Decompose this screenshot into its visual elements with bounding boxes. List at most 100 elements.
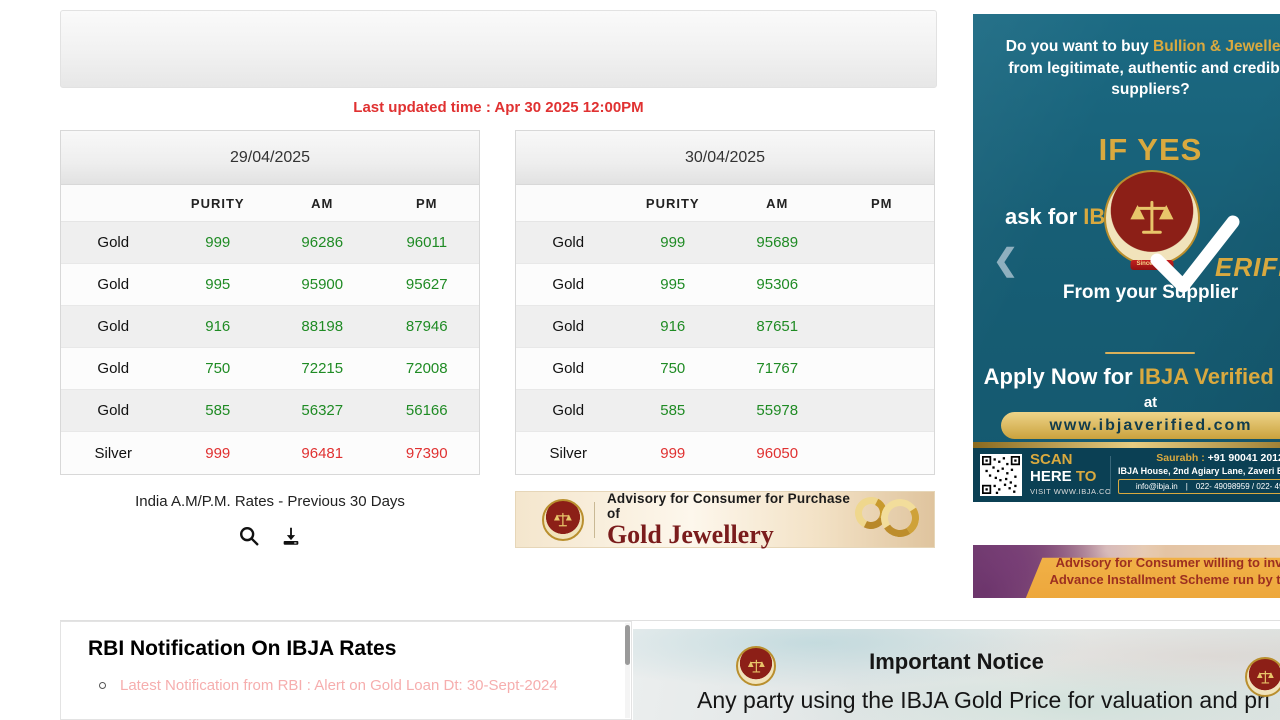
rate-row: Gold 916 88198 87946 — [61, 306, 479, 348]
col-purity: PURITY — [190, 195, 245, 211]
ibja-logo: Since 1919 — [1104, 170, 1200, 270]
cell-metal: Silver — [549, 444, 587, 462]
advisory-text: Advisory for Consumer for Purchase of Go… — [607, 491, 855, 548]
cell-am: 88198 — [301, 318, 344, 335]
gold-advisory-banner[interactable]: Advisory for Consumer for Purchase of Go… — [515, 491, 935, 548]
cell-metal: Gold — [97, 360, 130, 377]
cell-metal: Silver — [94, 444, 132, 462]
qr-code — [980, 454, 1022, 496]
divider — [1110, 456, 1111, 494]
cell-purity: 995 — [660, 276, 686, 293]
cell-pm: 87946 — [405, 318, 448, 335]
cell-metal: Gold — [552, 234, 585, 251]
cell-purity: 999 — [660, 444, 686, 462]
cell-purity: 585 — [660, 402, 686, 419]
rate-row: Gold 585 55978 — [516, 390, 934, 432]
rates-toolbar — [60, 525, 480, 547]
cell-am: 87651 — [756, 318, 799, 335]
ibja-verified-banner[interactable]: Do you want to buy Bullion & Jewellery f… — [973, 14, 1280, 502]
cell-am: 95689 — [756, 234, 799, 251]
verified-text: ERIFIED — [1215, 252, 1280, 282]
at-text: at — [1143, 394, 1158, 411]
cell-purity: 999 — [205, 444, 231, 462]
rate-row: Gold 585 56327 56166 — [61, 390, 479, 432]
table-body: Gold 999 96286 96011 Gold 995 95900 95627 Gold 91… — [61, 222, 479, 474]
col-purity: PURITY — [645, 195, 700, 211]
rbi-notification-link[interactable]: Latest Notification from RBI : Alert on … — [120, 677, 558, 694]
cell-purity: 750 — [660, 360, 686, 377]
cell-am: 55978 — [756, 402, 799, 419]
cell-am: 95900 — [301, 276, 344, 293]
cell-am: 95306 — [756, 276, 799, 293]
cell-metal: Gold — [552, 402, 585, 419]
contact-info: Saurabh : +91 90041 20120 IBJA House, 2n… — [1118, 452, 1280, 494]
last-updated-text: Last updated time : Apr 30 2025 12:00PM — [353, 99, 644, 116]
cell-metal: Gold — [552, 276, 585, 293]
col-am: AM — [311, 195, 334, 211]
cell-am: 96481 — [301, 444, 344, 462]
apply-now-text: Apply Now for IBJA Verified Tag — [983, 364, 1280, 389]
table-date-header: 29/04/2025 — [61, 131, 479, 185]
scrollbar-track — [625, 623, 630, 718]
installment-advisory-banner[interactable]: Advisory for Consumer willing to inv Adv… — [973, 545, 1280, 598]
table-column-header: PURITY AM PM — [516, 185, 934, 222]
ibja-centenary-logo — [1245, 657, 1280, 697]
cell-am: 72215 — [301, 360, 344, 377]
advisory-line2: Advance Installment Scheme run by th — [1049, 571, 1280, 587]
cell-metal: Gold — [97, 234, 130, 251]
notice-title: Important Notice — [869, 649, 1044, 674]
cell-purity: 916 — [660, 318, 686, 335]
cell-metal: Gold — [97, 318, 130, 335]
download-icon[interactable] — [280, 525, 302, 547]
rbi-notification-card: RBI Notification On IBJA Rates Latest No… — [60, 621, 632, 720]
rate-row: Gold 916 87651 — [516, 306, 934, 348]
cell-pm: 56166 — [405, 402, 448, 419]
banner-footer: SCAN HERE TO VISIT WWW.IBJA.CO Saurabh :… — [973, 448, 1280, 502]
ibja-logo — [736, 646, 776, 686]
notice-body: Any party using the IBJA Gold Price for … — [697, 687, 1270, 713]
rate-row: Gold 995 95900 95627 — [61, 264, 479, 306]
rate-row: Gold 999 96286 96011 — [61, 222, 479, 264]
rate-row: Silver 999 96481 97390 — [61, 432, 479, 474]
cell-pm: 95627 — [405, 276, 448, 293]
advisory-band: Advisory for Consumer willing to inv Adv… — [1025, 554, 1280, 598]
ibja-logo — [542, 498, 584, 541]
rate-table-30-04: 30/04/2025 PURITY AM PM Gold 999 95689 Gold… — [515, 130, 935, 475]
bullet-icon — [99, 682, 106, 689]
cell-pm: 97390 — [405, 444, 448, 462]
email-text: info@ibja.in — [1135, 482, 1178, 491]
advisory-line1: Advisory for Consumer willing to inv — [1055, 554, 1280, 570]
cell-purity: 750 — [205, 360, 231, 377]
advisory-line1: Advisory for Consumer for Purchase of — [606, 490, 851, 521]
divider — [973, 442, 1280, 448]
important-notice-section: Important Notice Any party using the IBJ… — [633, 629, 1280, 720]
table-column-header: PURITY AM PM — [61, 185, 479, 222]
cell-am: 96286 — [301, 234, 344, 251]
banner-headline: Do you want to buy Bullion & Jewellery f… — [1005, 38, 1280, 99]
rates-caption: India A.M/P.M. Rates - Previous 30 Days — [135, 493, 405, 510]
phone-text: 022- 49098959 / 022- 49098958 — [1195, 482, 1280, 491]
rate-row: Gold 750 71767 — [516, 348, 934, 390]
cell-pm: 72008 — [405, 360, 448, 377]
table-date-header: 30/04/2025 — [516, 131, 934, 185]
search-icon[interactable] — [238, 525, 260, 547]
col-pm: PM — [416, 195, 438, 211]
divider — [1105, 352, 1195, 354]
cell-metal: Gold — [97, 276, 130, 293]
scrollbar-thumb[interactable] — [625, 625, 630, 665]
cell-metal: Gold — [97, 402, 130, 419]
cell-pm: 96011 — [406, 234, 448, 251]
divider — [594, 501, 595, 538]
cell-purity: 585 — [205, 402, 231, 419]
ibjaverified-url-button[interactable]: www.ibjaverified.com — [1001, 412, 1280, 439]
cell-metal: Gold — [552, 360, 585, 377]
if-yes-text: IF YES — [1098, 132, 1203, 167]
from-supplier-text: From your Supplier — [1062, 282, 1239, 303]
col-am: AM — [766, 195, 789, 211]
cell-purity: 999 — [205, 234, 231, 251]
top-ad-placeholder — [60, 10, 937, 88]
scan-here-text: SCAN HERE TO VISIT WWW.IBJA.CO — [1030, 451, 1112, 496]
list-item: Latest Notification from RBI : Alert on … — [99, 677, 631, 694]
carousel-prev-icon[interactable]: ❮ — [993, 244, 1019, 277]
advisory-line2: Gold Jewellery — [606, 519, 774, 549]
